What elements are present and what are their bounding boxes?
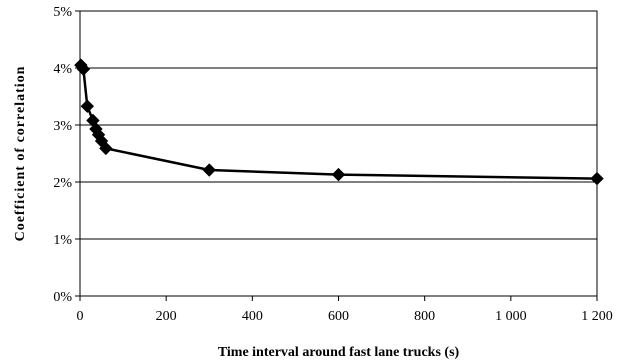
data-point-marker xyxy=(202,163,216,177)
data-point-marker xyxy=(80,99,95,113)
tick-labels: 0% 1% 2% 3% 4% 5% 0 200 400 600 800 1 000 1 200 xyxy=(53,5,612,324)
x-axis-title: Time interval around fast lane trucks (s… xyxy=(218,345,460,360)
x-tick-label: 400 xyxy=(242,309,263,324)
y-tick-label: 4% xyxy=(53,62,72,77)
data-point-marker xyxy=(590,171,604,186)
series-line xyxy=(79,64,598,180)
x-tick-label: 200 xyxy=(156,309,177,324)
data-point-marker xyxy=(76,62,91,76)
x-tick-label: 800 xyxy=(414,309,435,324)
x-tick-label: 0 xyxy=(77,309,84,324)
data-series xyxy=(74,58,604,186)
x-tick-label: 600 xyxy=(328,309,349,324)
y-axis-title: Coefficient of correlation xyxy=(13,66,28,242)
x-tick-label: 1 200 xyxy=(581,309,613,324)
axes xyxy=(75,10,598,301)
y-tick-label: 0% xyxy=(53,290,72,305)
grid-lines xyxy=(80,10,597,240)
y-tick-label: 3% xyxy=(53,119,72,134)
y-tick-label: 2% xyxy=(53,176,72,191)
plot-area-border xyxy=(79,10,598,297)
y-tick-label: 1% xyxy=(53,233,72,248)
data-point-marker xyxy=(99,141,113,156)
data-point-marker xyxy=(331,167,346,182)
y-tick-label: 5% xyxy=(53,5,72,20)
x-tick-label: 1 000 xyxy=(495,309,527,324)
